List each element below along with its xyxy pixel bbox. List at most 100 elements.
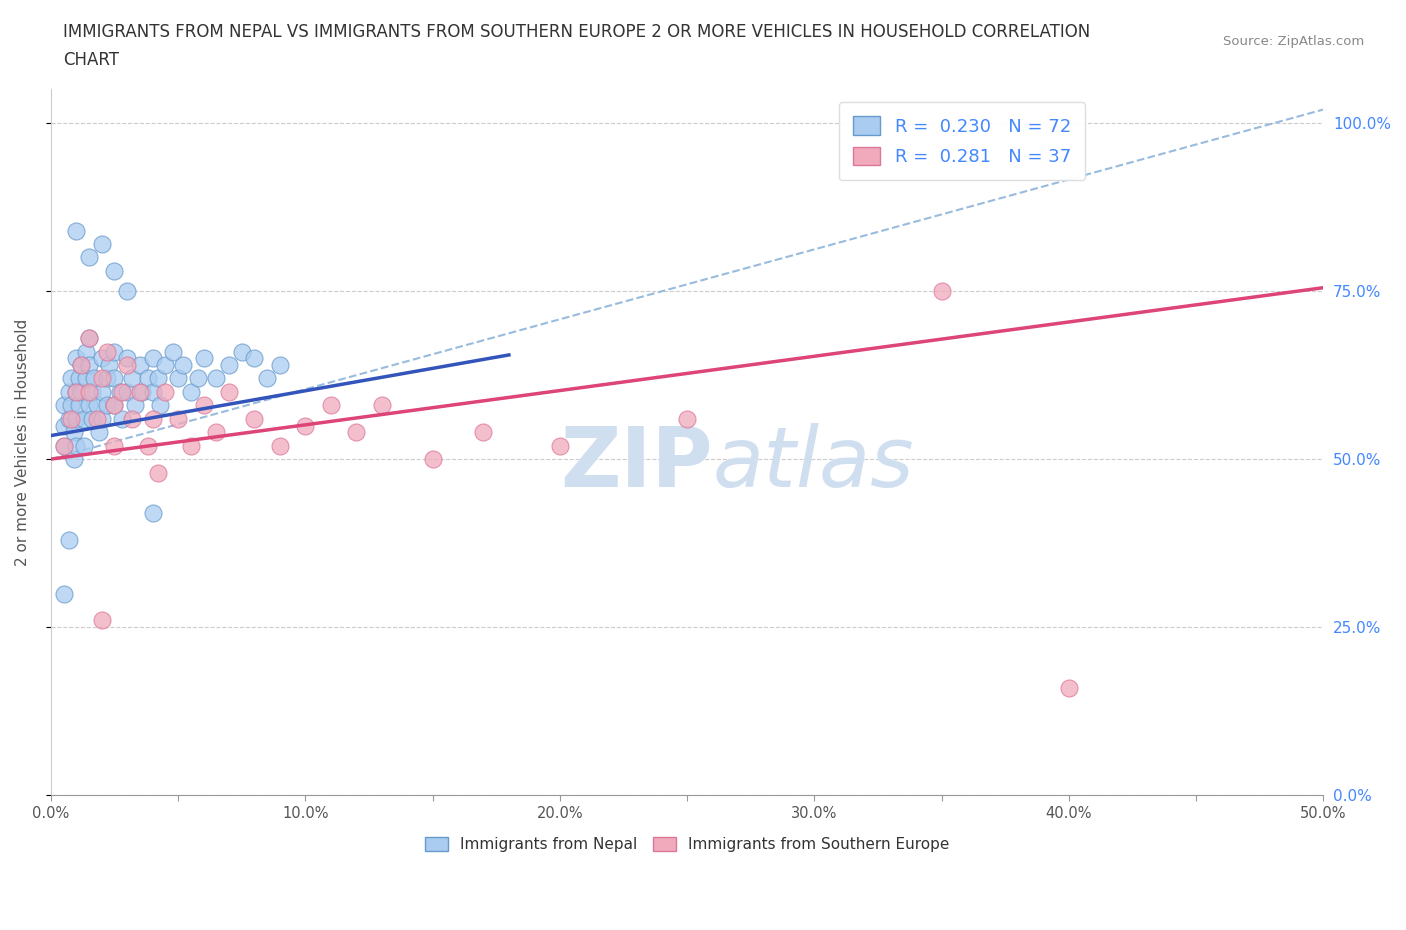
Point: [269, 438, 291, 453]
Point: [162, 344, 184, 359]
Point: [62, 425, 84, 440]
Point: [70, 357, 93, 372]
Point: [256, 371, 278, 386]
Text: Source: ZipAtlas.com: Source: ZipAtlas.com: [1223, 35, 1364, 48]
Point: [269, 357, 291, 372]
Point: [193, 351, 215, 365]
Point: [142, 506, 165, 521]
Point: [75, 344, 97, 359]
Point: [218, 384, 240, 399]
Point: [52, 438, 75, 453]
Point: [149, 398, 172, 413]
Point: [60, 411, 83, 426]
Point: [65, 351, 87, 365]
Point: [124, 398, 146, 413]
Point: [294, 418, 316, 433]
Point: [231, 344, 253, 359]
Point: [90, 384, 112, 399]
Point: [142, 384, 165, 399]
Point: [472, 425, 495, 440]
Point: [319, 398, 342, 413]
Point: [205, 371, 228, 386]
Point: [52, 418, 75, 433]
Point: [90, 371, 112, 386]
Point: [103, 344, 125, 359]
Point: [103, 371, 125, 386]
Text: IMMIGRANTS FROM NEPAL VS IMMIGRANTS FROM SOUTHERN EUROPE 2 OR MORE VEHICLES IN H: IMMIGRANTS FROM NEPAL VS IMMIGRANTS FROM…: [63, 23, 1091, 41]
Point: [180, 438, 202, 453]
Point: [90, 351, 112, 365]
Point: [167, 371, 190, 386]
Point: [187, 371, 209, 386]
Point: [65, 384, 87, 399]
Point: [96, 398, 118, 413]
Point: [205, 425, 228, 440]
Point: [136, 438, 159, 453]
Point: [218, 357, 240, 372]
Point: [180, 384, 202, 399]
Point: [172, 357, 194, 372]
Point: [142, 411, 165, 426]
Point: [146, 371, 169, 386]
Legend: Immigrants from Nepal, Immigrants from Southern Europe: Immigrants from Nepal, Immigrants from S…: [419, 830, 955, 858]
Point: [65, 223, 87, 238]
Text: CHART: CHART: [63, 51, 120, 69]
Point: [243, 411, 266, 426]
Point: [60, 398, 83, 413]
Point: [65, 411, 87, 426]
Point: [422, 452, 444, 467]
Point: [67, 398, 90, 413]
Point: [155, 357, 177, 372]
Point: [80, 384, 103, 399]
Point: [111, 384, 134, 399]
Point: [86, 411, 108, 426]
Point: [77, 357, 100, 372]
Point: [146, 465, 169, 480]
Point: [77, 331, 100, 346]
Point: [89, 425, 111, 440]
Point: [62, 452, 84, 467]
Point: [115, 384, 138, 399]
Point: [67, 371, 90, 386]
Point: [52, 586, 75, 601]
Point: [111, 411, 134, 426]
Point: [52, 438, 75, 453]
Point: [103, 263, 125, 278]
Point: [108, 384, 131, 399]
Text: ZIP: ZIP: [560, 423, 713, 504]
Point: [73, 438, 96, 453]
Point: [58, 411, 80, 426]
Point: [70, 357, 93, 372]
Point: [58, 384, 80, 399]
Point: [83, 371, 105, 386]
Point: [344, 425, 367, 440]
Point: [96, 344, 118, 359]
Point: [136, 371, 159, 386]
Point: [98, 357, 121, 372]
Point: [58, 532, 80, 547]
Point: [65, 438, 87, 453]
Text: atlas: atlas: [713, 423, 914, 504]
Point: [90, 411, 112, 426]
Point: [115, 284, 138, 299]
Point: [676, 411, 699, 426]
Point: [167, 411, 190, 426]
Point: [121, 371, 143, 386]
Point: [60, 371, 83, 386]
Point: [131, 384, 153, 399]
Point: [86, 398, 108, 413]
Point: [121, 411, 143, 426]
Point: [103, 398, 125, 413]
Point: [931, 284, 953, 299]
Point: [142, 351, 165, 365]
Point: [193, 398, 215, 413]
Point: [115, 351, 138, 365]
Point: [77, 250, 100, 265]
Point: [77, 384, 100, 399]
Point: [70, 384, 93, 399]
Point: [129, 357, 152, 372]
Point: [96, 371, 118, 386]
Point: [90, 236, 112, 251]
Point: [52, 398, 75, 413]
Point: [243, 351, 266, 365]
